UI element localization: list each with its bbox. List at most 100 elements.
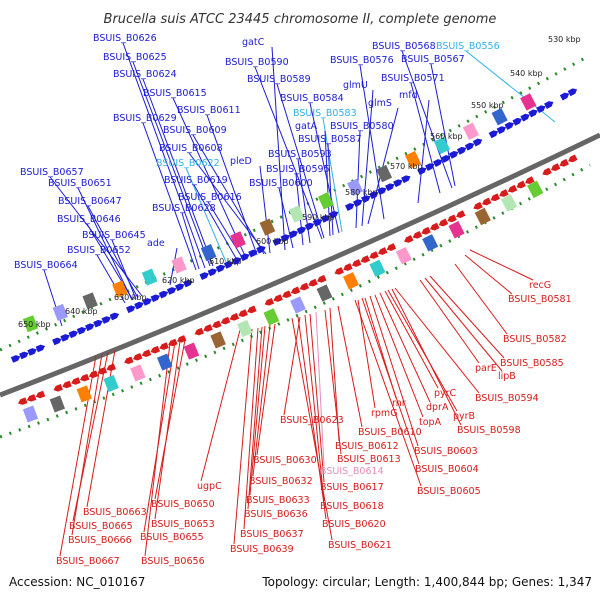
gene-label[interactable]: BSUIS_B0600 bbox=[249, 178, 313, 189]
gene-label[interactable]: BSUIS_B0655 bbox=[140, 532, 204, 543]
gene-label[interactable]: BSUIS_B0585 bbox=[500, 358, 564, 369]
gene-label[interactable]: BSUIS_B0652 bbox=[67, 245, 131, 256]
gene-label[interactable]: BSUIS_B0665 bbox=[69, 521, 133, 532]
gene-label[interactable]: BSUIS_B0623 bbox=[280, 415, 344, 426]
gene-label[interactable]: BSUIS_B0632 bbox=[249, 476, 313, 487]
gene-label[interactable]: BSUIS_B0616 bbox=[178, 192, 242, 203]
gene-label[interactable]: BSUIS_B0571 bbox=[381, 73, 445, 84]
gene-label[interactable]: lipB bbox=[498, 371, 516, 382]
gene-label[interactable]: BSUIS_B0664 bbox=[14, 260, 78, 271]
gene-label[interactable]: BSUIS_B0621 bbox=[328, 540, 392, 551]
gene-label[interactable]: BSUIS_B0594 bbox=[475, 393, 539, 404]
gene-label[interactable]: BSUIS_B0576 bbox=[330, 55, 394, 66]
gene-label[interactable]: BSUIS_B0604 bbox=[415, 464, 479, 475]
gene-arrow bbox=[240, 253, 250, 262]
gene-label[interactable]: BSUIS_B0617 bbox=[320, 482, 384, 493]
gene-label[interactable]: mfd bbox=[399, 90, 418, 101]
gene-label[interactable]: rpmG bbox=[371, 408, 398, 419]
callout-line bbox=[297, 316, 327, 520]
gene-label[interactable]: ade bbox=[147, 238, 165, 249]
gene-label[interactable]: BSUIS_B0647 bbox=[58, 196, 122, 207]
gene-label[interactable]: pyrC bbox=[434, 388, 457, 399]
gene-arrow bbox=[52, 337, 62, 346]
gene-label[interactable]: BSUIS_B0620 bbox=[322, 519, 386, 530]
gene-label[interactable]: BSUIS_B0651 bbox=[48, 178, 112, 189]
gene-label[interactable]: BSUIS_B0613 bbox=[337, 454, 401, 465]
gene-label[interactable]: BSUIS_B0612 bbox=[335, 441, 399, 452]
gene-label[interactable]: BSUIS_B0598 bbox=[457, 425, 521, 436]
gene-label[interactable]: BSUIS_B0568 bbox=[372, 41, 436, 52]
gene-label[interactable]: BSUIS_B0593 bbox=[268, 149, 332, 160]
gene-label[interactable]: BSUIS_B0608 bbox=[159, 143, 223, 154]
gene-arrow bbox=[438, 218, 449, 227]
gene-label[interactable]: dprA bbox=[426, 402, 449, 413]
gene-label[interactable]: BSUIS_B0653 bbox=[151, 519, 215, 530]
gene-label[interactable]: glmU bbox=[343, 80, 368, 91]
gene-label[interactable]: BSUIS_B0580 bbox=[330, 121, 394, 132]
gene-label[interactable]: BSUIS_B0630 bbox=[253, 455, 317, 466]
gene-label[interactable]: BSUIS_B0637 bbox=[240, 529, 304, 540]
gene-label[interactable]: BSUIS_B0618 bbox=[320, 501, 384, 512]
feature-block bbox=[347, 178, 363, 196]
gene-label[interactable]: BSUIS_B0628 bbox=[152, 203, 216, 214]
gene-label[interactable]: BSUIS_B0567 bbox=[401, 54, 465, 65]
gene-label[interactable]: BSUIS_B0666 bbox=[68, 535, 132, 546]
gene-arrow bbox=[272, 238, 282, 246]
callout-line bbox=[249, 325, 266, 496]
gene-label[interactable]: BSUIS_B0663 bbox=[83, 507, 147, 518]
gene-label[interactable]: parE bbox=[475, 363, 497, 374]
gene-arrow bbox=[126, 305, 136, 314]
gene-label[interactable]: BSUIS_B0626 bbox=[93, 33, 157, 44]
gene-label[interactable]: BSUIS_B0587 bbox=[298, 134, 362, 145]
gene-label[interactable]: BSUIS_B0615 bbox=[143, 88, 207, 99]
gene-label[interactable]: BSUIS_B0614 bbox=[320, 466, 384, 477]
callout-line bbox=[429, 275, 505, 359]
gene-label[interactable]: BSUIS_B0645 bbox=[82, 230, 146, 241]
feature-block bbox=[22, 405, 39, 423]
gene-label[interactable]: BSUIS_B0605 bbox=[417, 486, 481, 497]
gene-label[interactable]: rnr bbox=[392, 398, 406, 409]
gene-arrow bbox=[482, 197, 492, 206]
gene-label[interactable]: BSUIS_B0583 bbox=[293, 108, 357, 119]
gene-label[interactable]: BSUIS_B0595 bbox=[266, 164, 330, 175]
gene-label[interactable]: BSUIS_B0650 bbox=[151, 499, 215, 510]
gene-label[interactable]: recG bbox=[529, 280, 551, 291]
feature-block bbox=[112, 280, 128, 298]
gene-label[interactable]: BSUIS_B0611 bbox=[177, 105, 241, 116]
callout-line bbox=[86, 349, 116, 508]
gene-label[interactable]: BSUIS_B0667 bbox=[56, 556, 120, 567]
gene-label[interactable]: BSUIS_B0657 bbox=[20, 167, 84, 178]
gene-label[interactable]: BSUIS_B0609 bbox=[163, 125, 227, 136]
gene-label[interactable]: BSUIS_B0610 bbox=[358, 427, 422, 438]
gene-label[interactable]: BSUIS_B0624 bbox=[113, 69, 177, 80]
gene-label[interactable]: BSUIS_B0581 bbox=[508, 294, 572, 305]
gene-label[interactable]: BSUIS_B0589 bbox=[247, 74, 311, 85]
feature-block bbox=[156, 353, 173, 371]
genome-summary-text: Topology: circular; Length: 1,400,844 bp… bbox=[261, 575, 592, 589]
gene-label[interactable]: ugpC bbox=[197, 481, 222, 492]
gene-label[interactable]: gatA bbox=[295, 121, 318, 132]
gene-label[interactable]: pleD bbox=[230, 156, 252, 167]
gene-label[interactable]: BSUIS_B0633 bbox=[246, 495, 310, 506]
gene-label[interactable]: BSUIS_B0556 bbox=[436, 41, 500, 52]
gene-label[interactable]: BSUIS_B0625 bbox=[103, 52, 167, 63]
gene-arrow bbox=[60, 334, 70, 342]
gene-arrow bbox=[559, 158, 569, 167]
gene-label[interactable]: gatC bbox=[242, 37, 265, 48]
gene-arrow bbox=[385, 183, 395, 192]
gene-label[interactable]: BSUIS_B0582 bbox=[503, 334, 567, 345]
callout-line bbox=[379, 292, 431, 403]
gene-label[interactable]: BSUIS_B0584 bbox=[280, 93, 344, 104]
gene-label[interactable]: BSUIS_B0636 bbox=[244, 509, 308, 520]
gene-label[interactable]: pyrB bbox=[453, 411, 475, 422]
gene-label[interactable]: BSUIS_B0619 bbox=[164, 175, 228, 186]
gene-label[interactable]: BSUIS_B0656 bbox=[141, 556, 205, 567]
gene-label[interactable]: BSUIS_B0590 bbox=[225, 57, 289, 68]
gene-label[interactable]: BSUIS_B0639 bbox=[230, 544, 294, 555]
gene-label[interactable]: BSUIS_B0646 bbox=[57, 214, 121, 225]
gene-label[interactable]: topA bbox=[419, 417, 442, 428]
gene-label[interactable]: BSUIS_B0622 bbox=[156, 158, 220, 169]
gene-label[interactable]: BSUIS_B0603 bbox=[414, 446, 478, 457]
gene-label[interactable]: BSUIS_B0629 bbox=[113, 113, 177, 124]
gene-label[interactable]: glmS bbox=[368, 98, 392, 109]
